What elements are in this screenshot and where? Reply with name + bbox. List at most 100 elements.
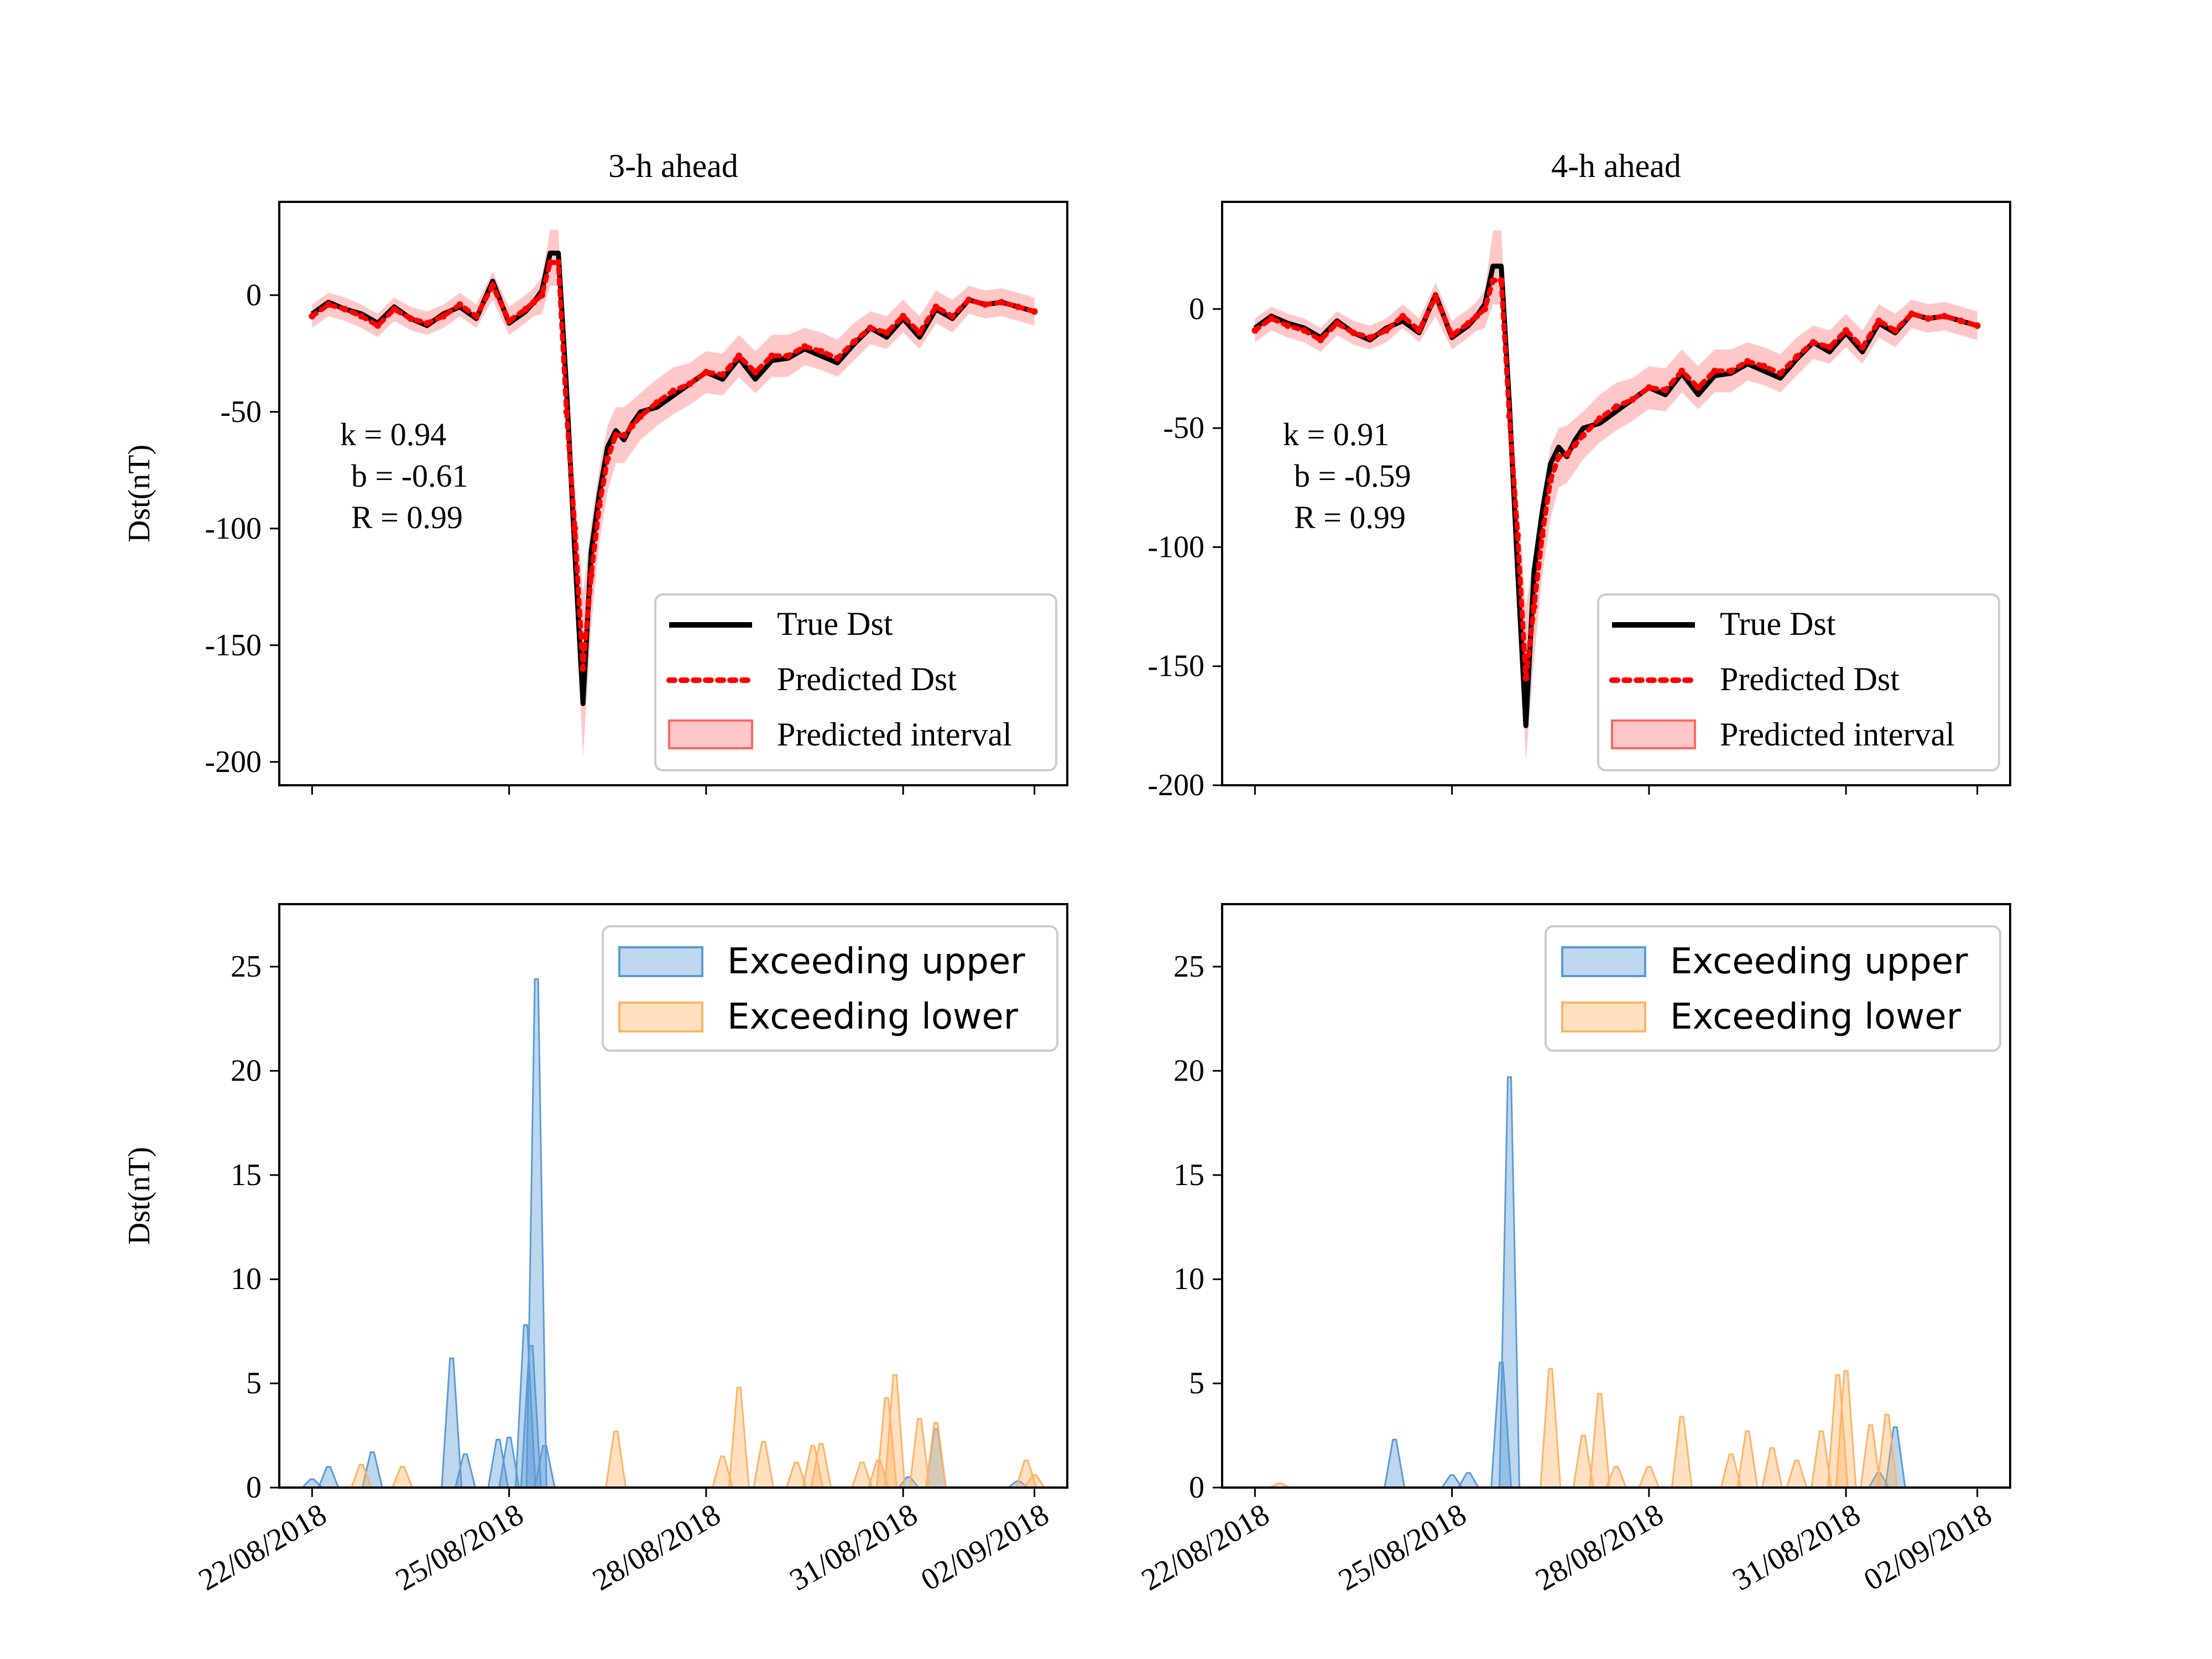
predicted-dst-point <box>670 387 677 394</box>
predicted-dst-point <box>653 399 660 406</box>
exceeding-lower-spike <box>925 1422 947 1488</box>
subplot-1: 0 -50 -100 -150 -200 3-h ahead Dst(nT) k = 0.94… <box>122 148 1068 795</box>
legend-entry: Exceeding lower <box>1670 997 1961 1037</box>
predicted-dst-point <box>949 312 956 320</box>
predicted-dst-point <box>1432 294 1439 301</box>
exceeding-lower-spike <box>1761 1447 1783 1488</box>
exceeding-lower-spike <box>1540 1368 1562 1488</box>
predicted-dst-point <box>686 380 693 388</box>
legend-box <box>1597 593 2000 771</box>
legend-lower-swatch <box>618 1001 703 1032</box>
subplot-title: 3-h ahead <box>608 148 738 184</box>
predicted-dst-point <box>1875 317 1882 325</box>
exceeding-lower-spike <box>728 1386 750 1488</box>
predicted-dst-point <box>702 369 709 376</box>
predicted-dst-point <box>407 315 414 322</box>
y-tick-label: 15 <box>231 1158 262 1192</box>
predicted-dst-point <box>612 432 619 439</box>
legend: Exceeding upper Exceeding lower <box>602 925 1058 1052</box>
predicted-dst-point <box>1678 367 1686 374</box>
y-tick-label: -200 <box>1147 768 1204 802</box>
exceeding-upper-spike <box>534 1445 556 1488</box>
predicted-dst-point <box>801 343 808 350</box>
plot-area <box>1222 1076 2010 1488</box>
predicted-dst-point <box>1538 531 1546 539</box>
y-tick-label: 0 <box>1189 1470 1204 1505</box>
exceeding-upper-spike <box>317 1465 340 1488</box>
predicted-dst-point <box>629 422 636 430</box>
exceeding-lower-spike <box>1860 1424 1882 1488</box>
predicted-dst-point <box>1974 322 1981 329</box>
y-tick-label: 5 <box>1189 1366 1204 1401</box>
exceeding-upper-spike <box>498 1437 520 1488</box>
predicted-dst-point <box>916 329 923 336</box>
predicted-dst-point <box>530 299 538 306</box>
legend-entry: Predicted Dst <box>777 661 957 697</box>
legend-entry: Predicted Dst <box>1720 661 1900 697</box>
predicted-dst-point <box>1826 343 1833 351</box>
predicted-dst-point <box>1031 308 1038 315</box>
fit-stat-2: b = -0.61 <box>351 458 468 494</box>
legend-interval-swatch <box>1611 719 1696 749</box>
y-tick-label: 20 <box>1173 1053 1204 1088</box>
exceeding-upper-spike <box>301 1478 324 1488</box>
predicted-dst-point <box>309 312 316 320</box>
predicted-dst-point <box>1728 367 1735 374</box>
legend: True Dst Predicted Dst Predicted interval <box>1597 593 2000 771</box>
axes-frame <box>278 201 1068 786</box>
predicted-dst-point <box>580 665 587 672</box>
predicted-dst-point <box>1014 303 1021 310</box>
legend-box <box>1545 925 2001 1052</box>
plot-area <box>309 229 1038 758</box>
predicted-dst-point <box>1859 343 1866 351</box>
predicted-dst-point <box>555 259 562 266</box>
y-tick-label: 20 <box>231 1053 262 1088</box>
predicted-dst-point <box>1498 277 1505 284</box>
exceeding-lower-spike <box>712 1455 734 1488</box>
exceeding-upper-spike <box>1441 1474 1463 1488</box>
exceeding-upper-spike <box>520 1345 542 1488</box>
y-tick-label: -100 <box>205 512 262 546</box>
predicted-dst-point <box>1547 477 1554 484</box>
exceeding-lower-spike <box>350 1464 373 1488</box>
predicted-dst-point <box>1555 453 1562 460</box>
y-tick-label: -200 <box>205 745 262 779</box>
predicted-dst-point <box>982 301 989 308</box>
legend-entry: Predicted interval <box>1720 716 1955 753</box>
y-tick-label: -150 <box>1147 649 1204 684</box>
predicted-dst-point <box>768 352 775 359</box>
legend-entry: Exceeding upper <box>727 941 1025 982</box>
legend-lower-swatch <box>1561 1001 1646 1032</box>
predicted-dst-point <box>1563 451 1571 458</box>
exceeding-lower-spike <box>1736 1430 1759 1488</box>
legend-entry: Exceeding upper <box>1670 941 1968 982</box>
predicted-dst-point <box>1317 336 1324 343</box>
predicted-dst-point <box>539 291 545 299</box>
exceeding-lower-spike <box>392 1465 414 1488</box>
predicted-dst-point <box>1843 327 1850 334</box>
predicted-dst-point <box>1957 317 1964 325</box>
predicted-dst-point <box>341 306 348 313</box>
predicted-dst-point <box>563 408 570 415</box>
exceeding-upper-spike <box>1499 1076 1521 1488</box>
predicted-dst-point <box>358 312 365 320</box>
predicted-dst-point <box>1350 329 1357 336</box>
y-tick-label: 15 <box>1173 1158 1204 1192</box>
predicted-dst-point <box>1506 413 1513 420</box>
predicted-dst-point <box>817 348 825 355</box>
subplot-2: 0 -50 -100 -150 -200 4-h ahead k = 0.91 b = -0.… <box>1147 148 2011 802</box>
predicted-dst-point <box>867 324 874 331</box>
exceeding-upper-spike <box>441 1357 463 1488</box>
exceeding-lower-spike <box>1572 1434 1594 1488</box>
legend-entry: Predicted interval <box>777 716 1012 753</box>
predicted-dst-point <box>719 371 726 378</box>
exceeding-lower-spike <box>1671 1416 1693 1488</box>
axes-frame <box>1221 903 2011 1489</box>
predicted-dst-point <box>1793 353 1801 360</box>
y-tick-label: 25 <box>231 950 262 984</box>
exceeding-lower-spike <box>1023 1474 1046 1488</box>
exceeding-lower-spike <box>1786 1459 1808 1488</box>
predicted-dst-point <box>1481 305 1488 312</box>
